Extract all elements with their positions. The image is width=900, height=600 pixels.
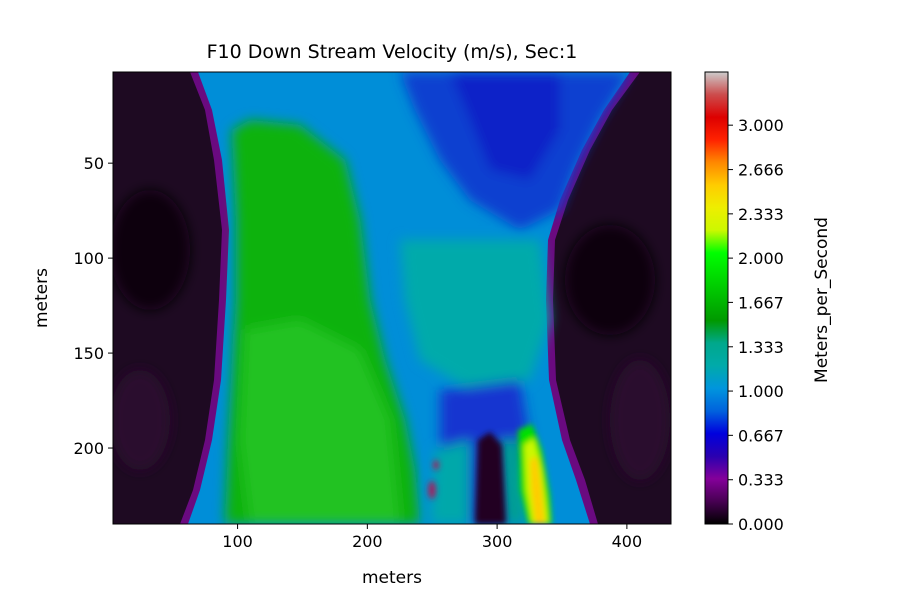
bank-texture (113, 190, 670, 480)
colorbar-tick-label: 1.000 (738, 382, 784, 401)
y-tick-label: 100 (73, 249, 104, 268)
x-tick-label: 200 (352, 532, 383, 551)
colorbar-label: Meters_per_Second (812, 217, 832, 383)
colorbar (704, 71, 729, 525)
colorbar-tick-label: 3.000 (738, 116, 784, 135)
x-tick-label: 400 (612, 532, 643, 551)
x-tick-label: 100 (222, 532, 253, 551)
y-tick-label: 150 (73, 344, 104, 363)
colorbar-tick-label: 2.333 (738, 205, 784, 224)
colorbar-tick-label: 0.333 (738, 471, 784, 490)
colorbar-tick-label: 0.667 (738, 426, 784, 445)
heatmap-plot (113, 72, 671, 524)
y-axis-ticks: 50 100 150 200 (73, 154, 113, 458)
colorbar-tick-label: 2.000 (738, 249, 784, 268)
plot-frame (112, 71, 672, 525)
x-tick-label: 300 (482, 532, 513, 551)
x-axis-ticks: 100 200 300 400 (222, 524, 642, 551)
colorbar-ticks: 0.000 0.333 0.667 1.000 1.333 1.667 2.000 2.333… (728, 116, 784, 534)
y-tick-label: 200 (73, 439, 104, 458)
y-tick-label: 50 (84, 154, 104, 173)
colorbar-tick-label: 0.000 (738, 515, 784, 534)
colorbar-tick-label: 2.666 (738, 161, 784, 180)
y-axis-label: meters (32, 268, 52, 328)
chart-title: F10 Down Stream Velocity (m/s), Sec:1 (207, 41, 578, 63)
colorbar-tick-label: 1.667 (738, 293, 784, 312)
colorbar-tick-label: 1.333 (738, 338, 784, 357)
x-axis-label: meters (362, 568, 422, 588)
velocity-detail (428, 424, 552, 524)
